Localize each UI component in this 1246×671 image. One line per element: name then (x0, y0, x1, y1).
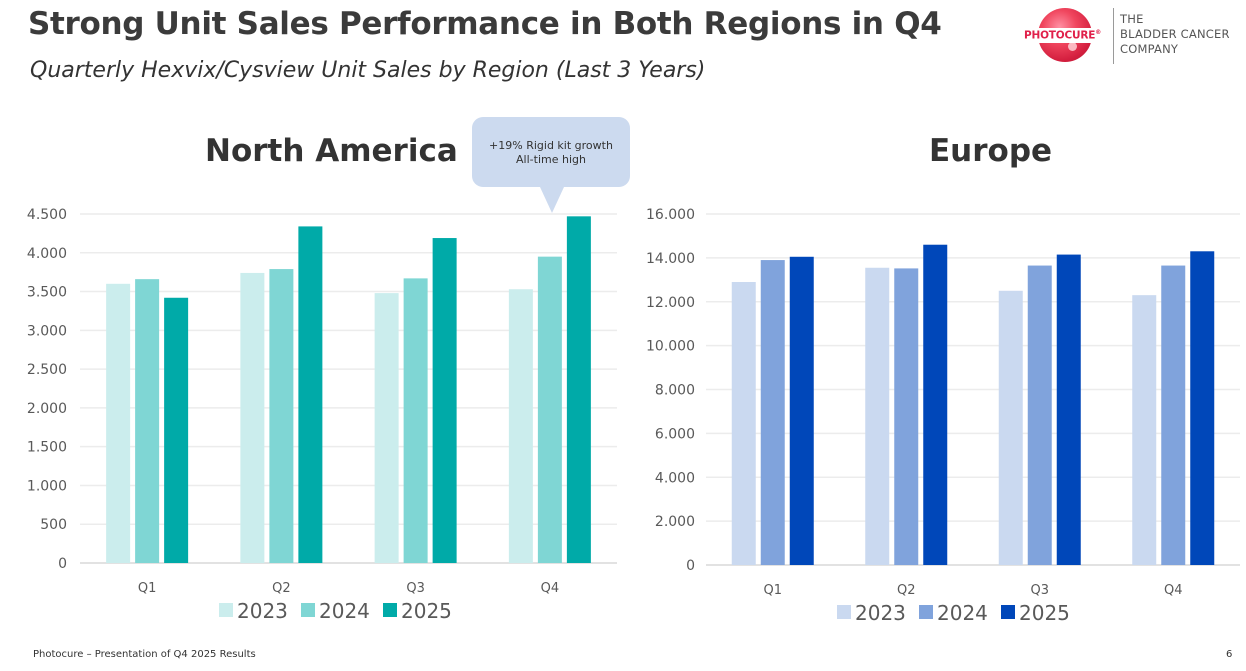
bar-2024-Q2 (269, 269, 294, 563)
x-tick-label: Q4 (1164, 583, 1183, 598)
bar-2025-Q3 (1056, 254, 1081, 565)
chart-title-north-america: North America (205, 133, 458, 169)
y-tick-label: 1.500 (27, 440, 67, 456)
legend-swatch-2023 (837, 605, 851, 619)
chart-title-europe: Europe (929, 133, 1053, 169)
legend-label: 2025 (1019, 601, 1070, 625)
y-tick-label: 6.000 (655, 426, 695, 442)
y-tick-label: 2.500 (27, 362, 67, 378)
bar-2024-Q3 (403, 278, 428, 563)
slide-title: Strong Unit Sales Performance in Both Re… (28, 6, 942, 42)
bar-2025-Q3 (432, 238, 457, 563)
x-tick-label: Q3 (1030, 583, 1049, 598)
y-tick-label: 0 (58, 556, 67, 572)
bar-2023-Q3 (998, 290, 1023, 565)
y-tick-label: 4.000 (27, 246, 67, 262)
logo-tagline: THE BLADDER CANCER COMPANY (1120, 12, 1230, 57)
x-tick-label: Q3 (406, 581, 425, 596)
legend-swatch-2025 (1001, 605, 1015, 619)
bar-2023-Q4 (508, 289, 533, 563)
legend-label: 2025 (401, 599, 452, 623)
page-number: 6 (1226, 649, 1233, 660)
legend-label: 2023 (855, 601, 906, 625)
callout-bubble: +19% Rigid kit growth All-time high (472, 117, 630, 213)
callout-line-2: All-time high (516, 153, 586, 166)
chart-europe: 0 2.000 4.000 6.000 8.000 10.000 12.000 14.000 1… (646, 207, 1240, 625)
bar-2023-Q1 (106, 283, 131, 563)
logo-tagline-line: THE (1120, 12, 1144, 26)
y-tick-label: 0 (686, 558, 695, 574)
legend-label: 2024 (319, 599, 370, 623)
bar-2023-Q1 (731, 282, 756, 565)
y-tick-label: 3.000 (27, 323, 67, 339)
y-tick-label: 4.000 (655, 470, 695, 486)
y-tick-label: 4.500 (27, 207, 67, 223)
bar-2023-Q2 (240, 272, 265, 563)
y-tick-label: 2.000 (27, 401, 67, 417)
slide-subtitle: Quarterly Hexvix/Cysview Unit Sales by R… (30, 58, 706, 83)
y-tick-label: 2.000 (655, 514, 695, 530)
logo-divider (1113, 8, 1114, 64)
legend-label: 2024 (937, 601, 988, 625)
x-tick-label: Q2 (272, 581, 291, 596)
bar-2023-Q3 (374, 293, 399, 563)
bar-2025-Q4 (566, 216, 591, 563)
y-tick-label: 10.000 (646, 339, 695, 355)
logo-registered-mark: ® (1095, 29, 1101, 36)
bar-2025-Q1 (789, 256, 814, 565)
bar-2024-Q1 (760, 260, 785, 565)
y-tick-label: 500 (40, 517, 67, 533)
y-tick-label: 1.000 (27, 478, 67, 494)
legend-label: 2023 (237, 599, 288, 623)
legend-swatch-2023 (219, 603, 233, 617)
logo-brand: PHOTOCURE® (1022, 28, 1103, 43)
y-tick-label: 8.000 (655, 383, 695, 399)
bar-2024-Q2 (894, 268, 919, 565)
y-tick-label: 3.500 (27, 285, 67, 301)
bar-2024-Q1 (135, 279, 160, 563)
bar-2025-Q2 (298, 226, 323, 564)
bar-2024-Q3 (1027, 265, 1052, 565)
x-tick-label: Q4 (541, 581, 560, 596)
x-tick-label: Q1 (138, 581, 157, 596)
logo-brand-text: PHOTOCURE (1024, 29, 1096, 42)
x-tick-label: Q1 (763, 583, 782, 598)
bar-2023-Q4 (1132, 295, 1157, 565)
logo-tagline-line: BLADDER CANCER (1120, 27, 1230, 41)
footer-text: Photocure – Presentation of Q4 2025 Resu… (33, 649, 256, 660)
y-tick-label: 14.000 (646, 251, 695, 267)
bar-2025-Q4 (1190, 251, 1215, 565)
y-tick-label: 16.000 (646, 207, 695, 223)
legend-swatch-2025 (383, 603, 397, 617)
bar-2025-Q1 (164, 297, 189, 563)
bar-2025-Q2 (923, 244, 948, 565)
x-tick-label: Q2 (897, 583, 916, 598)
bar-2024-Q4 (537, 256, 562, 563)
bar-2023-Q2 (865, 267, 890, 565)
callout-line-1: +19% Rigid kit growth (489, 139, 613, 152)
legend-swatch-2024 (301, 603, 315, 617)
logo-tagline-line: COMPANY (1120, 42, 1179, 56)
y-tick-label: 12.000 (646, 295, 695, 311)
photocure-logo: PHOTOCURE® THE BLADDER CANCER COMPANY (1020, 6, 1246, 66)
legend-swatch-2024 (919, 605, 933, 619)
chart-north-america: 0 500 1.000 1.500 2.000 2.500 3.000 3.500 4.000 4… (27, 207, 617, 623)
bar-2024-Q4 (1161, 265, 1186, 565)
